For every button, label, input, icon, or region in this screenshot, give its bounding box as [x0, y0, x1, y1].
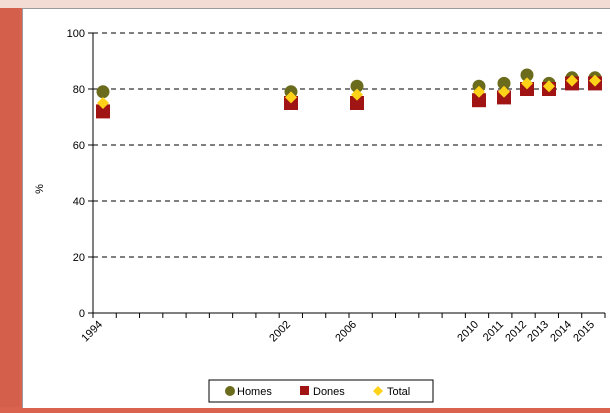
legend-dones-marker	[300, 386, 309, 395]
point-homes-1994	[96, 85, 110, 99]
point-total-2013	[543, 80, 555, 93]
x-tick-label-2011: 2011	[481, 319, 506, 344]
y-tick-label-0: 0	[79, 308, 85, 320]
x-tick-label-2013: 2013	[525, 319, 551, 345]
point-total-2011	[498, 85, 510, 98]
point-total-2010	[473, 85, 485, 98]
chart-panel: 0 20 40 60 80 100 1994 2002 2006 2010 2011 2012 2013…	[22, 8, 610, 408]
legend: Homes Dones Total	[208, 379, 434, 403]
x-tick-label-2002: 2002	[267, 319, 293, 345]
grid-layer	[93, 32, 605, 258]
y-tick-label-100: 100	[67, 28, 85, 40]
point-dones-2006	[350, 96, 364, 110]
point-total-2014	[566, 74, 578, 87]
marks-layer	[96, 68, 602, 119]
legend-homes-label: Homes	[237, 386, 272, 398]
point-dones-2010	[472, 93, 486, 108]
x-tick-label-2006: 2006	[333, 319, 359, 345]
left-decorative-band	[0, 0, 20, 407]
point-total-2006	[351, 88, 363, 101]
top-decorative-band	[0, 0, 610, 8]
point-homes-2006	[350, 79, 364, 93]
legend-total-marker	[373, 386, 383, 396]
y-axis-title: %	[34, 184, 46, 194]
legend-box	[208, 379, 434, 403]
point-total-1994	[97, 97, 109, 109]
x-tick-label-2015: 2015	[571, 319, 597, 345]
point-total-2015	[589, 74, 601, 87]
legend-homes-marker	[225, 386, 235, 396]
x-tick-label-2014: 2014	[548, 319, 574, 345]
point-total-2012	[521, 77, 533, 90]
y-tick-label-20: 20	[73, 252, 85, 264]
legend-total-label: Total	[387, 386, 410, 398]
chart-svg: 0 20 40 60 80 100 1994 2002 2006 2010 201120122013…	[34, 28, 606, 403]
legend-dones-label: Dones	[313, 386, 345, 398]
y-tick-label-60: 60	[73, 140, 85, 152]
point-total-2002	[285, 91, 297, 104]
x-tick-label-2012: 2012	[503, 319, 529, 345]
x-tick-label-2010: 2010	[455, 319, 481, 345]
point-homes-2011	[497, 76, 511, 90]
point-homes-2012	[520, 68, 534, 82]
y-tick-label-40: 40	[73, 196, 85, 208]
y-tick-label-80: 80	[73, 84, 85, 96]
x-tick-label-1994: 1994	[79, 319, 105, 345]
point-dones-1994	[96, 104, 110, 119]
